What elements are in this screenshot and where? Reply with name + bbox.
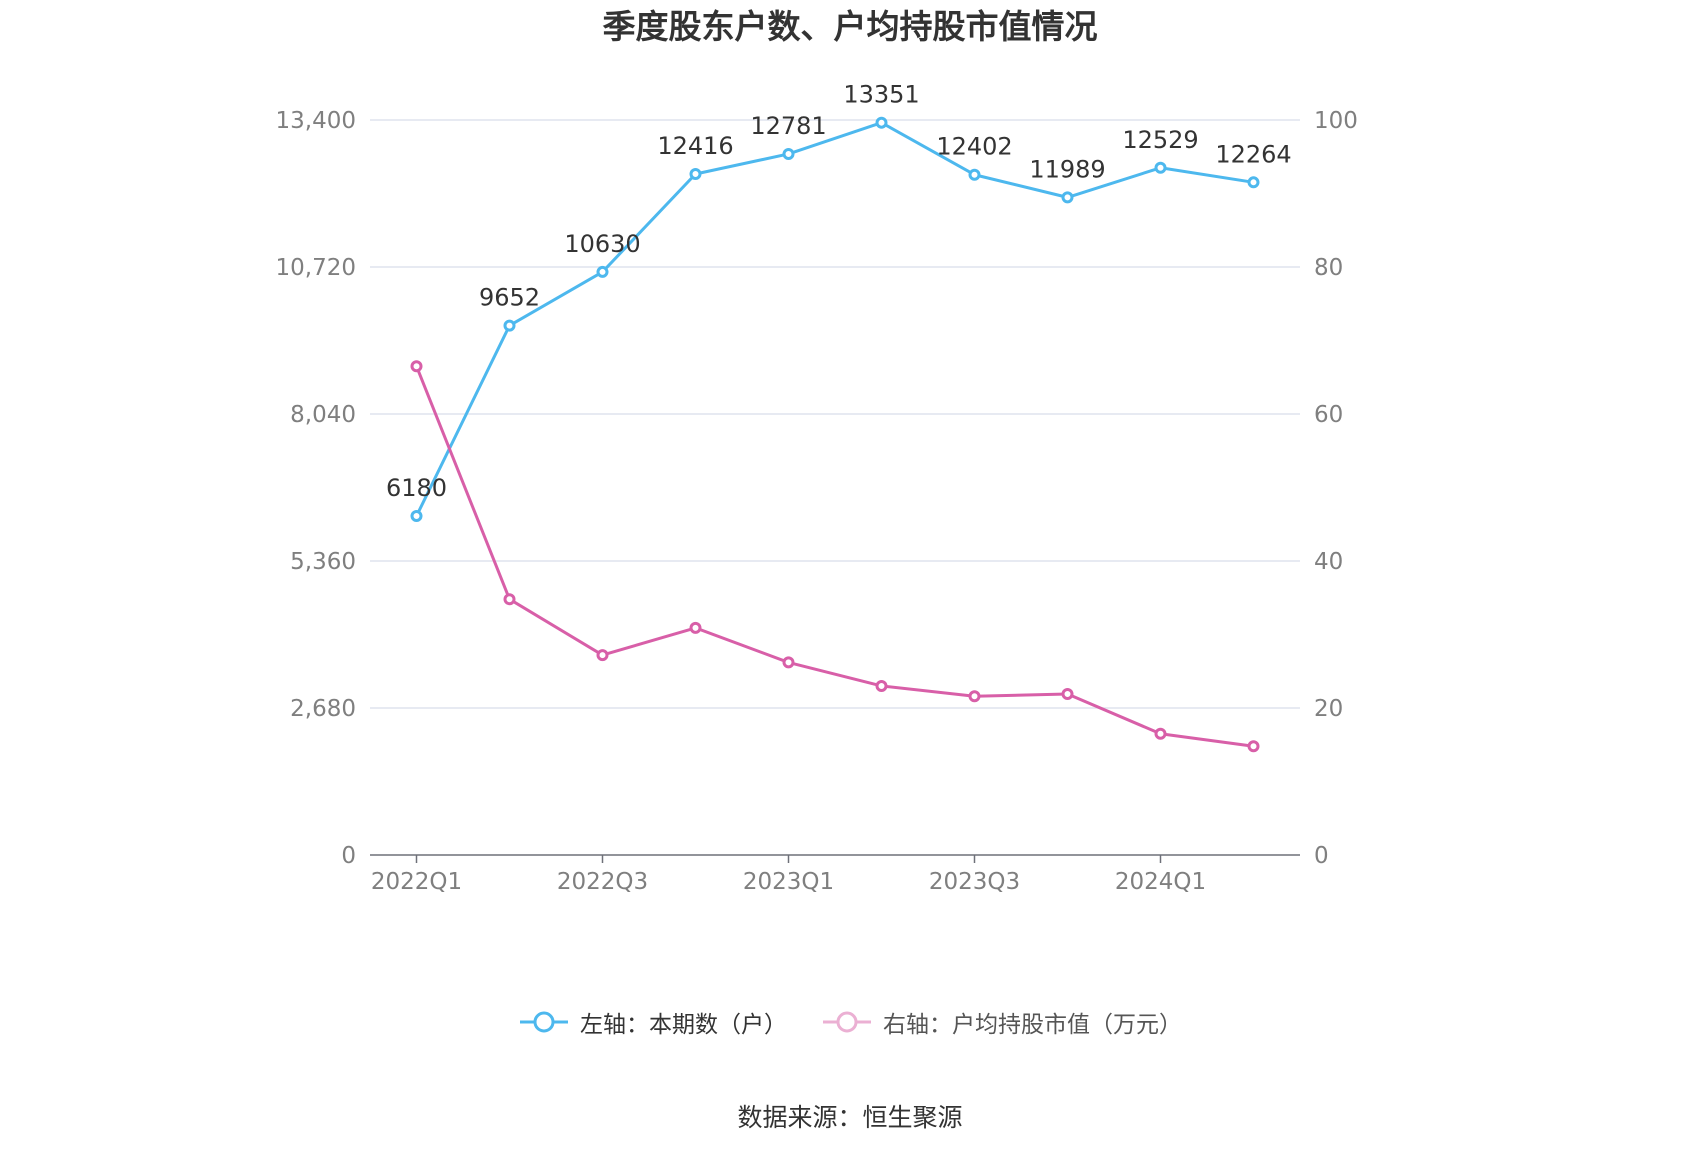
series-1-data-label: 12402 [936, 133, 1012, 161]
grid-lines [370, 119, 1300, 709]
x-tick-label: 2023Q1 [743, 869, 834, 895]
series-1-data-label: 12264 [1215, 140, 1291, 168]
x-tick-label: 2022Q1 [371, 869, 462, 895]
series-2-line [415, 365, 1254, 748]
series-1-data-label: 12781 [750, 112, 826, 140]
legend-item-series2[interactable]: 右轴：户均持股市值（万元） [821, 1005, 1182, 1039]
series-2-point[interactable] [875, 679, 888, 692]
series-1-point[interactable] [1154, 161, 1167, 174]
series-1-point[interactable] [782, 147, 795, 160]
series-1-point[interactable] [875, 116, 888, 129]
x-tick-label: 2023Q3 [929, 869, 1020, 895]
y-right-tick-label: 80 [1314, 255, 1343, 281]
series-2-point[interactable] [596, 649, 609, 662]
legend-item-series1[interactable]: 左轴：本期数（户） [518, 1005, 787, 1039]
series-2-point[interactable] [1247, 740, 1260, 753]
series-1-point[interactable] [410, 510, 423, 523]
series-1-point[interactable] [1061, 191, 1074, 204]
series-1-data-label: 10630 [564, 230, 640, 258]
y-left-tick-label: 2,680 [290, 696, 356, 722]
y-left-tick-label: 0 [341, 843, 356, 869]
y-right-tick-label: 0 [1314, 843, 1329, 869]
series-1-point[interactable] [1247, 176, 1260, 189]
y-left-tick-label: 13,400 [276, 108, 356, 134]
y-left-tick-label: 5,360 [290, 549, 356, 575]
y-right-tick-label: 60 [1314, 402, 1343, 428]
series-1-point[interactable] [689, 167, 702, 180]
series-1-point[interactable] [503, 319, 516, 332]
chart-title: 季度股东户数、户均持股市值情况 [602, 7, 1098, 46]
series-2-point[interactable] [782, 656, 795, 669]
series-1-point[interactable] [968, 168, 981, 181]
source-note: 数据来源：恒生聚源 [737, 1103, 963, 1132]
y-right-tick-label: 40 [1314, 549, 1343, 575]
series-1-data-label: 9652 [479, 284, 540, 312]
series-1-data-label: 6180 [386, 474, 447, 502]
series-2-point[interactable] [1154, 727, 1167, 740]
series-1-data-label: 11989 [1029, 155, 1105, 183]
series-2-point[interactable] [689, 621, 702, 634]
y-left-tick-label: 10,720 [276, 255, 356, 281]
series-1-data-label: 13351 [843, 81, 919, 109]
series-1-point[interactable] [596, 265, 609, 278]
legend-series2-icon [823, 1011, 871, 1033]
series-2-point[interactable] [968, 690, 981, 703]
x-tick-label: 2024Q1 [1115, 869, 1206, 895]
legend-series1-label: 左轴：本期数（户） [580, 1012, 787, 1038]
series-2-point[interactable] [410, 360, 423, 373]
data-labels: 6180 9652 10630 12416 12781 13351 12402 11989 12… [386, 81, 1292, 502]
series-1-data-label: 12416 [657, 132, 733, 160]
y-right-tick-label: 20 [1314, 696, 1343, 722]
series-lines [410, 116, 1260, 753]
legend: 左轴：本期数（户） 右轴：户均持股市值（万元） [0, 1005, 1700, 1039]
series-1-line [415, 121, 1254, 517]
series-2-point[interactable] [1061, 688, 1074, 701]
series-2-point[interactable] [503, 593, 516, 606]
x-tick-label: 2022Q3 [557, 869, 648, 895]
y-left-tick-label: 8,040 [290, 402, 356, 428]
legend-series1-icon [520, 1011, 568, 1033]
axes: 0 0 2,680 20 5,360 40 8,040 60 10,720 80 13,400 100… [276, 108, 1358, 895]
series-1-data-label: 12529 [1122, 126, 1198, 154]
y-right-tick-label: 100 [1314, 108, 1358, 134]
legend-series2-label: 右轴：户均持股市值（万元） [883, 1012, 1182, 1038]
